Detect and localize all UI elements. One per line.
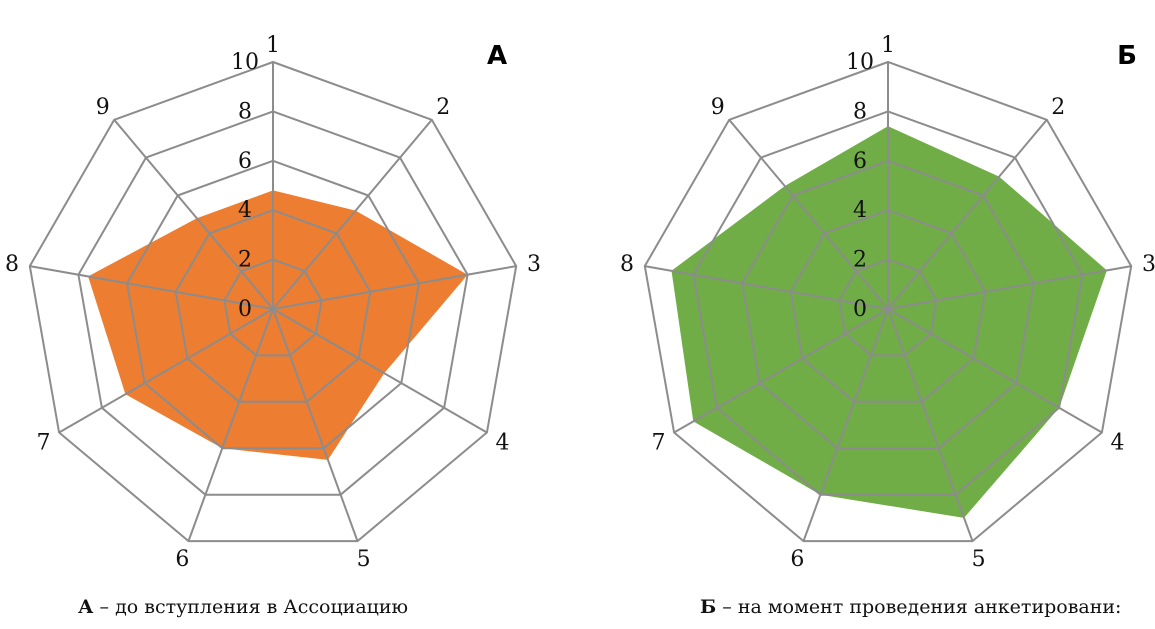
spoke-a-4 <box>272 308 488 434</box>
axis-label-a-9: 9 <box>96 95 110 120</box>
axis-label-a-8: 8 <box>5 252 19 277</box>
spoke-a-3 <box>272 265 517 310</box>
axis-label-b-1: 1 <box>881 33 895 58</box>
axis-label-b-9: 9 <box>711 95 725 120</box>
grid-ring-a-1 <box>223 258 323 357</box>
grid-ring-b-5 <box>643 60 1133 543</box>
data-area-b <box>671 126 1107 518</box>
grid-ring-b-2 <box>789 209 987 403</box>
spoke-b-2 <box>887 119 1048 310</box>
caption-b-letter: Б <box>700 596 716 618</box>
grid-ring-a-5 <box>28 60 518 543</box>
axis-label-a-2: 2 <box>436 95 450 120</box>
radial-tick-b-1: 2 <box>853 248 867 273</box>
spoke-a-6 <box>187 308 274 542</box>
spoke-a-5 <box>272 308 359 542</box>
grid-ring-a-4 <box>77 110 469 496</box>
spoke-b-9 <box>728 119 889 310</box>
spoke-b-6 <box>802 308 889 542</box>
spoke-a-7 <box>58 308 274 434</box>
axis-label-b-4: 4 <box>1111 431 1125 456</box>
axis-label-b-8: 8 <box>620 252 634 277</box>
grid-ring-a-3 <box>126 159 420 450</box>
axis-label-b-7: 7 <box>652 431 666 456</box>
radial-tick-a-1: 2 <box>238 248 252 273</box>
radial-tick-b-4: 8 <box>853 99 867 124</box>
axis-label-b-2: 2 <box>1051 95 1065 120</box>
caption-b-text: – на момент проведения анкетировани: <box>716 596 1121 618</box>
caption-a-letter: А <box>78 596 94 618</box>
caption-a: А – до вступления в Ассоциацию <box>78 596 408 618</box>
grid-ring-a-2 <box>174 209 372 403</box>
grid-ring-b-1 <box>838 258 938 357</box>
radial-tick-b-3: 6 <box>853 149 867 174</box>
radial-tick-b-0: 0 <box>853 297 867 322</box>
axis-label-a-4: 4 <box>496 431 510 456</box>
caption-a-text: – до вступления в Ассоциацию <box>93 596 408 618</box>
caption-b: Б – на момент проведения анкетировани: <box>700 596 1121 618</box>
axis-label-b-3: 3 <box>1142 252 1155 277</box>
grid-ring-b-4 <box>692 110 1084 496</box>
axis-label-a-7: 7 <box>37 431 51 456</box>
spoke-a-8 <box>29 265 274 310</box>
axis-label-a-1: 1 <box>266 33 280 58</box>
panel-label-a: А <box>487 41 507 71</box>
radial-tick-a-0: 0 <box>238 297 252 322</box>
spoke-b-5 <box>887 308 974 542</box>
axis-label-b-5: 5 <box>972 547 986 572</box>
spoke-a-9 <box>113 119 274 310</box>
panel-label-b: Б <box>1117 41 1137 71</box>
radial-tick-a-3: 6 <box>238 149 252 174</box>
radial-tick-a-4: 8 <box>238 99 252 124</box>
axis-label-b-6: 6 <box>790 547 804 572</box>
axis-label-a-5: 5 <box>357 547 371 572</box>
radial-tick-b-5: 10 <box>846 50 874 75</box>
grid-ring-b-3 <box>741 159 1035 450</box>
spoke-a-2 <box>272 119 433 310</box>
radial-tick-b-2: 4 <box>853 198 867 223</box>
radial-tick-a-2: 4 <box>238 198 252 223</box>
spoke-b-7 <box>673 308 889 434</box>
spoke-b-3 <box>887 265 1132 310</box>
radial-tick-a-5: 10 <box>231 50 259 75</box>
spoke-b-8 <box>644 265 889 310</box>
axis-label-a-3: 3 <box>527 252 541 277</box>
spoke-b-4 <box>887 308 1103 434</box>
axis-label-a-6: 6 <box>175 547 189 572</box>
